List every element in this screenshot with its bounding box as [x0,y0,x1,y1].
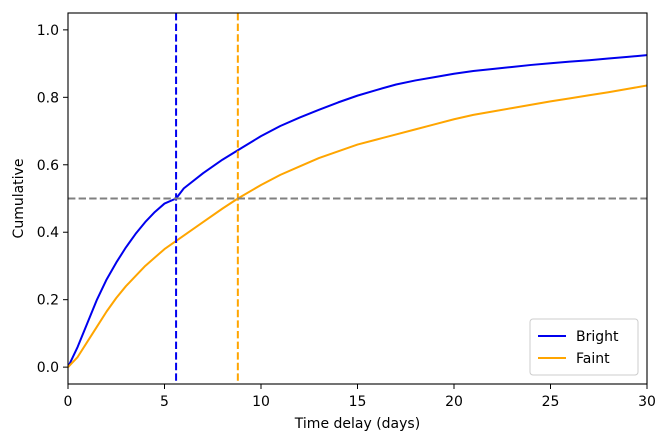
y-tick-label: 0.2 [37,293,59,309]
y-tick-label: 0.8 [37,90,59,106]
y-tick-label: 0.0 [37,360,59,376]
legend-label-faint: Faint [576,351,610,367]
axes: 0 5 10 15 20 25 30 0.0 0.2 0.4 0.6 0.8 1.0 [37,12,656,410]
plot-area [68,13,647,384]
series-line-bright [68,54,647,368]
legend: Bright Faint [529,318,639,376]
y-tick-label: 1.0 [37,23,59,39]
x-tick-label: 10 [252,394,270,410]
plot-content [68,13,647,384]
x-tick-label: 20 [445,394,463,410]
legend-box [529,318,639,376]
y-axis-label: Cumulative [11,159,27,239]
x-tick-label: 0 [64,394,73,410]
x-tick-label: 25 [542,394,560,410]
y-tick-label: 0.6 [37,158,59,174]
legend-label-bright: Bright [576,329,619,345]
x-tick-label: 30 [638,394,656,410]
x-axis-label: Time delay (days) [294,416,420,432]
series-line-faint [68,84,647,368]
x-tick-label: 5 [160,394,169,410]
x-tick-label: 15 [349,394,367,410]
y-tick-label: 0.4 [37,225,59,241]
